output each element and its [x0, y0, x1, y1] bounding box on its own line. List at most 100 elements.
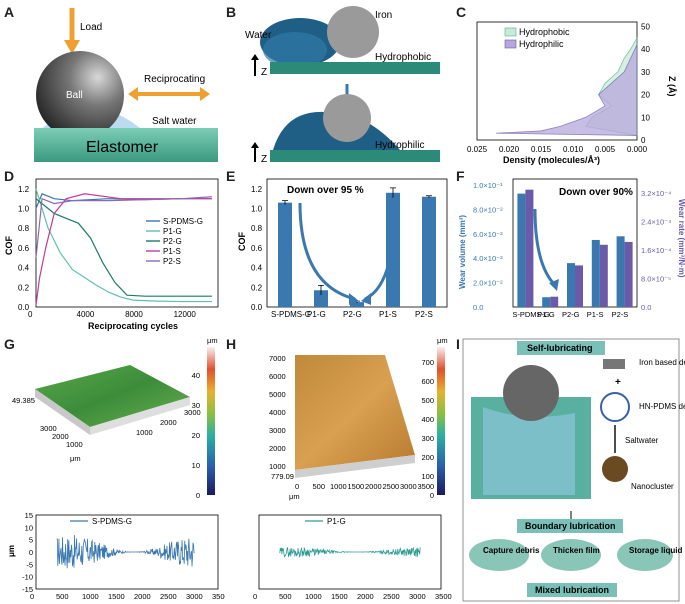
- g-ax1-3000: 3000: [40, 424, 57, 433]
- profile-xtick: 1500: [108, 592, 125, 601]
- iron-sphere-bottom: [323, 94, 371, 142]
- e-arrow-left: [298, 202, 356, 301]
- i-plus: +: [615, 377, 621, 388]
- profile-ytick: -10: [22, 573, 33, 582]
- hydrophobic-label: Hydrophobic: [375, 52, 431, 63]
- panel-b-simulation: Water Iron Hydrophobic Z Hydrophilic Z: [245, 6, 440, 165]
- h-xlabel: 2500: [383, 482, 400, 491]
- i-capture-ellipse: [469, 539, 529, 571]
- d-line-s-pdms-g: [35, 192, 212, 209]
- i-nano-label: Nanocluster: [631, 482, 674, 491]
- i-hn-debris-icon: [600, 392, 630, 422]
- i-title-box: [517, 341, 605, 355]
- panel-label-a: A: [4, 4, 15, 20]
- e-xtick: P2-S: [415, 310, 433, 319]
- c-ytick: 0: [641, 136, 646, 145]
- profile-xtick: 500: [279, 592, 292, 601]
- panel-f-wear-chart: S-PDMS-GP1-G P2-G P1-S P2-S 0.0 2.0×10⁻² 4.0×…: [458, 178, 685, 319]
- e-xtick: P1-S: [379, 310, 397, 319]
- f-xtick: P1-S: [587, 310, 604, 319]
- g-surface-side-left: [35, 389, 90, 435]
- profile-xtick: 1500: [331, 592, 348, 601]
- d-xtick: 0: [28, 310, 33, 319]
- h-ylabel: 3000: [269, 426, 286, 435]
- g-ax-unit: μm: [70, 454, 81, 463]
- f-bar-rate-p1-s: [599, 244, 608, 307]
- profile-xtick: 3000: [409, 592, 426, 601]
- e-annotation: Down over 95 %: [287, 185, 364, 196]
- substrate-top: [270, 62, 440, 74]
- profile-xtick: 2500: [383, 592, 400, 601]
- f-ytick-left: 8.0×10⁻²: [473, 205, 503, 214]
- panel-d-cof-chart: 0 4000 8000 12000 0.0 0.2 0.4 0.6 0.8 1.0 1.2 S-PD…: [4, 178, 219, 331]
- reciprocating-arrowheads: [128, 87, 210, 101]
- d-ytick: 0.4: [18, 264, 30, 273]
- e-ytick: 1.0: [251, 205, 263, 214]
- e-ytick: 0.8: [251, 224, 263, 233]
- g-surface-side-right: [90, 397, 190, 435]
- c-legend-hydrophilic: Hydrophilic: [519, 39, 564, 49]
- f-ytick-left: 2.0×10⁻²: [473, 279, 503, 288]
- profile-ytick: 5: [29, 536, 33, 545]
- panel-label-e: E: [226, 168, 236, 184]
- g-ax1-1000: 1000: [66, 440, 83, 449]
- e-xtick: P1-G: [307, 310, 326, 319]
- profile-ytick: 0: [29, 548, 33, 557]
- f-ytick-left: 6.0×10⁻²: [473, 230, 503, 239]
- e-xtick: P2-G: [343, 310, 362, 319]
- g-profile-line: [56, 535, 195, 569]
- hydrophilic-label: Hydrophilic: [375, 140, 424, 151]
- f-bar-rate-p2-g: [575, 265, 583, 307]
- panel-e-bar-chart: S-PDMS-GP1-G P2-G P1-S P2-S 0.0 0.2 0.4 0.6 0.8…: [237, 178, 448, 319]
- h-xlabel: 3500: [418, 482, 435, 491]
- i-nanocluster-icon: [602, 456, 628, 482]
- panel-label-i: I: [456, 336, 460, 352]
- f-bar-volume-s-pdms-g: [517, 193, 526, 307]
- elastomer-block: [34, 128, 218, 162]
- panel-label-f: F: [456, 168, 465, 184]
- f-xtick: P2-S: [612, 310, 629, 319]
- f-ytick-left: 4.0×10⁻²: [473, 254, 503, 263]
- profile-xtick: 1000: [305, 592, 322, 601]
- profile-xtick: 3500: [212, 592, 225, 601]
- c-xtick: 0.015: [531, 145, 552, 154]
- f-xtick: P2-G: [562, 310, 580, 319]
- g-cbar-tick: 40: [192, 371, 200, 380]
- profile-xtick: 2000: [134, 592, 151, 601]
- g-ax2-3000: 3000: [184, 408, 201, 417]
- e-ytick: 0.6: [251, 244, 263, 253]
- e-bar-p1-g: [314, 290, 328, 307]
- d-ytick: 0.8: [18, 224, 30, 233]
- c-ytick: 40: [641, 45, 650, 54]
- f-arrowhead: [549, 279, 559, 291]
- e-bar-p2-s: [422, 196, 436, 307]
- iron-sphere-top: [327, 6, 379, 58]
- d-line-p1-s: [35, 193, 212, 306]
- i-thicken: Thicken film: [553, 546, 600, 555]
- f-bar-volume-p1-s: [591, 239, 600, 307]
- i-saltwater-label: Saltwater: [625, 436, 659, 445]
- profile-ytick: 10: [25, 523, 33, 532]
- h-cbar-tick: 200: [421, 453, 434, 462]
- iron-label: Iron: [375, 10, 392, 21]
- h-cbar-tick: 500: [421, 396, 434, 405]
- i-mixed: Mixed lubrication: [535, 585, 609, 595]
- z-axis-bottom-head: [251, 142, 259, 148]
- d-line-p2-g: [35, 198, 212, 297]
- c-xtick: 0.000: [627, 145, 648, 154]
- panel-label-b: B: [226, 4, 237, 20]
- ball-label: Ball: [66, 90, 83, 101]
- f-bar-rate-p1-g: [550, 296, 559, 307]
- h-ylabel: 7000: [269, 354, 286, 363]
- d-line-p2-s: [35, 196, 212, 258]
- d-ytick: 1.2: [18, 185, 30, 194]
- c-xtick: 0.010: [563, 145, 584, 154]
- h-cbar-tick: 0: [430, 491, 434, 500]
- h-cbar-tick: 700: [421, 358, 434, 367]
- d-legend-label: S-PDMS-G: [163, 217, 203, 226]
- f-ytick-right: 3.2×10⁻⁴: [641, 189, 671, 198]
- h-xlabel: 1500: [348, 482, 365, 491]
- hydrophobic-scene: [260, 6, 440, 74]
- d-xtick: 12000: [174, 310, 197, 319]
- profile-xtick: 500: [56, 592, 69, 601]
